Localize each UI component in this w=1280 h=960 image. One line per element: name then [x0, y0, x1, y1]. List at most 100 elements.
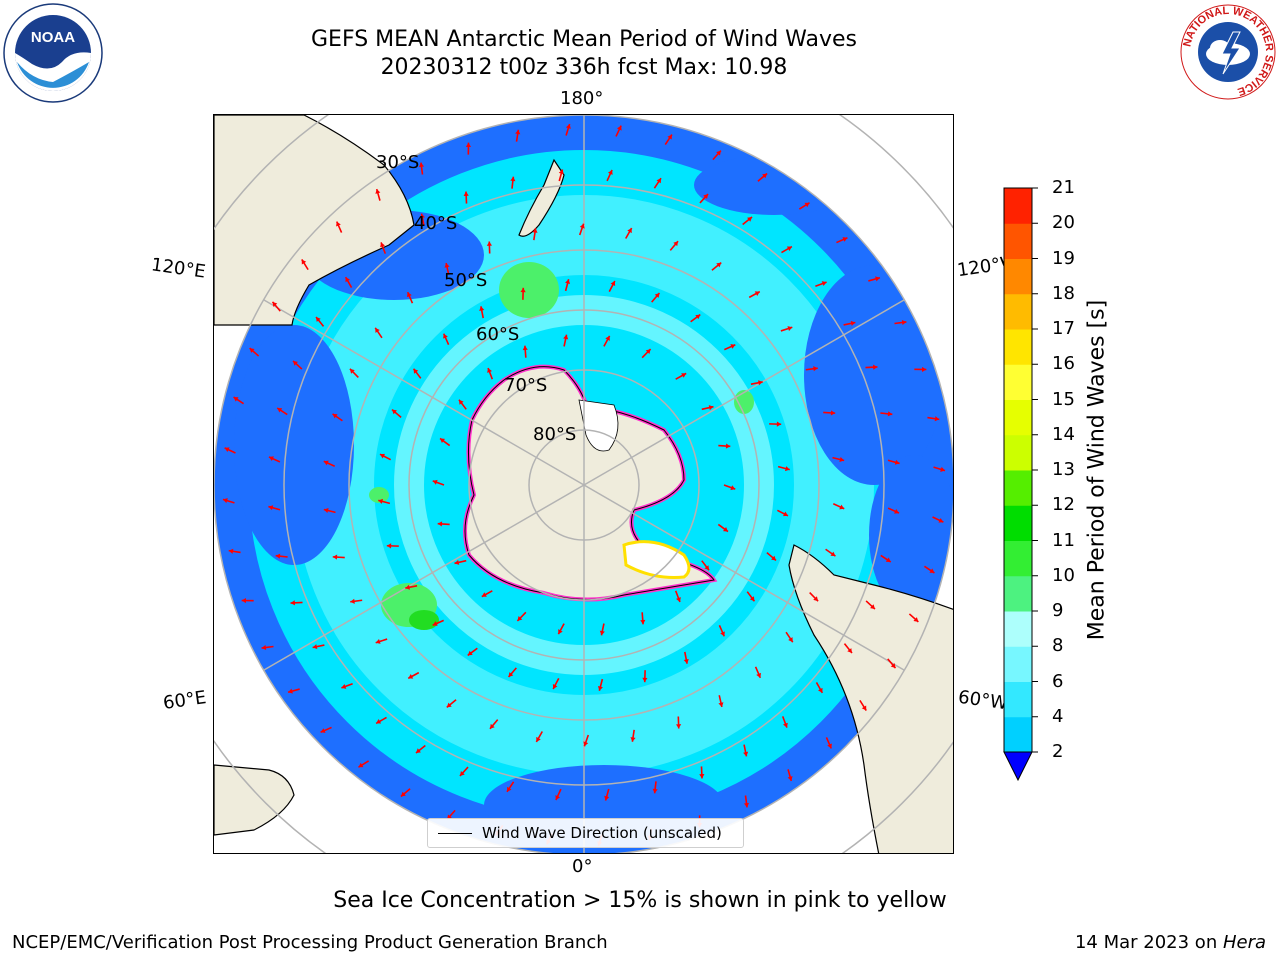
wind-wave-arrowhead	[616, 125, 622, 131]
wind-wave-arrowhead	[934, 416, 940, 422]
colorbar-segment	[1004, 258, 1032, 295]
wind-wave-arrowhead	[747, 217, 753, 222]
colorbar-tick-label: 15	[1052, 388, 1075, 410]
wind-wave-arrowhead	[487, 367, 492, 373]
wind-wave-arrowhead	[341, 684, 347, 689]
wind-wave-arrowhead	[771, 555, 777, 561]
wind-wave-arrowhead	[695, 314, 701, 320]
svg-text:NOAA: NOAA	[31, 29, 75, 46]
chart-title-line2: 20230312 t00z 336h fcst Max: 10.98	[380, 55, 788, 80]
wind-wave-arrowhead	[432, 621, 438, 626]
wind-wave-arrowhead	[301, 259, 307, 265]
wind-wave-arrowhead	[783, 722, 788, 728]
wind-wave-arrowhead	[293, 360, 298, 366]
wind-wave-arrowhead	[730, 485, 736, 491]
sea-ice-caption: Sea Ice Concentration > 15% is shown in …	[333, 888, 947, 913]
south-america-land	[788, 544, 953, 853]
lon-label-180: 180°	[560, 88, 604, 109]
colorbar-segment	[1004, 293, 1032, 330]
patch-2-4s	[869, 455, 953, 615]
wind-wave-arrowhead	[894, 459, 900, 465]
colorbar-tick-label: 4	[1052, 705, 1064, 727]
patch-9-10s	[369, 487, 389, 503]
colorbar-segment	[1004, 434, 1032, 471]
wind-wave-arrowhead	[720, 631, 725, 637]
nws-logo: NATIONAL WEATHER SERVICE	[1180, 4, 1276, 100]
wind-wave-arrowhead	[645, 349, 651, 354]
colorbar-label: Mean Period of Wind Waves [s]	[1084, 299, 1110, 641]
wind-wave-arrowhead	[536, 736, 541, 742]
lon-label-0: 0°	[572, 856, 593, 877]
wind-wave-arrowhead	[718, 702, 724, 707]
wind-wave-arrows	[222, 123, 946, 847]
colorbar-segment	[1004, 646, 1032, 682]
wind-wave-arrowhead	[870, 604, 875, 610]
wind-wave-arrowhead	[222, 498, 228, 504]
wind-wave-arrowhead	[890, 663, 896, 669]
wind-wave-arrowhead	[579, 223, 585, 229]
wind-wave-arrowhead	[676, 724, 682, 729]
wind-wave-arrowhead	[630, 737, 636, 742]
wind-wave-arrowhead	[676, 597, 681, 603]
map-legend: Wind Wave Direction (unscaled)	[427, 818, 744, 848]
wind-wave-arrowhead	[275, 553, 281, 559]
footer-date-text: 14 Mar 2023 on	[1074, 932, 1223, 953]
colorbar-segment	[1004, 223, 1032, 259]
footer-date: 14 Mar 2023 on Hera	[1075, 932, 1266, 953]
colorbar-tick-label: 19	[1052, 247, 1075, 269]
wind-wave-arrowhead	[558, 169, 564, 175]
wind-wave-arrowhead	[787, 776, 793, 781]
wind-wave-arrowhead	[400, 791, 406, 797]
wind-wave-arrowhead	[408, 674, 414, 679]
wind-wave-arrowhead	[873, 364, 878, 370]
wind-wave-arrowhead	[716, 150, 721, 156]
wind-wave-arrowhead	[233, 397, 239, 402]
colorbar-segment	[1004, 575, 1032, 612]
wind-wave-arrowhead	[716, 262, 722, 268]
wind-wave-arrowhead	[405, 584, 410, 590]
colorbar-tick-label: 9	[1052, 600, 1064, 621]
lat-label-80s: 80°S	[533, 424, 577, 445]
wind-wave-arrowhead	[681, 373, 687, 378]
graticule	[214, 115, 953, 853]
wind-wave-arrowhead	[467, 650, 473, 656]
wind-wave-arrowhead	[249, 348, 255, 353]
wind-wave-arrowhead	[332, 554, 338, 560]
wind-wave-arrowhead	[887, 411, 893, 417]
wind-wave-arrowhead	[642, 677, 648, 683]
wind-wave-arrowhead	[323, 460, 329, 466]
colorbar-tick-label: 21	[1052, 177, 1075, 198]
wind-wave-arrowhead	[654, 292, 660, 298]
wind-wave-arrowhead	[830, 410, 836, 416]
colorbar-segment	[1004, 329, 1032, 365]
colorbar-segment	[1004, 540, 1032, 577]
wind-wave-arrowhead	[261, 644, 267, 651]
wind-wave-arrowhead	[703, 194, 709, 199]
wind-wave-arrowhead	[723, 526, 728, 532]
wind-wave-arrowhead	[704, 565, 710, 571]
wind-wave-arrowhead	[437, 521, 443, 527]
wind-wave-arrowhead	[605, 335, 610, 341]
wind-wave-arrowhead	[443, 333, 448, 339]
wind-wave-arrowhead	[520, 287, 526, 293]
wind-wave-arrowhead	[506, 786, 512, 792]
wind-wave-arrowhead	[743, 751, 749, 757]
wind-wave-arrowhead	[290, 600, 295, 606]
wind-wave-arrowhead	[786, 246, 792, 251]
colorbar-segment	[1004, 364, 1032, 400]
wind-wave-arrowhead	[804, 202, 810, 208]
wind-wave-arrowhead	[818, 687, 823, 693]
wind-wave-arrowhead	[656, 178, 662, 184]
wind-wave-arrowhead	[667, 134, 672, 140]
wind-wave-arrowhead	[730, 344, 736, 349]
wind-wave-arrowhead	[885, 557, 891, 563]
wind-wave-arrowhead	[756, 672, 761, 678]
wind-wave-arrowhead	[312, 644, 318, 650]
wind-wave-arrowhead	[459, 771, 465, 776]
wind-wave-arrowhead	[861, 705, 867, 711]
wind-wave-arrowhead	[583, 741, 589, 747]
australia-land	[214, 115, 415, 326]
colorbar-segment	[1004, 611, 1032, 647]
wind-wave-arrowhead	[558, 629, 563, 635]
wind-wave-arrowhead	[652, 788, 658, 794]
